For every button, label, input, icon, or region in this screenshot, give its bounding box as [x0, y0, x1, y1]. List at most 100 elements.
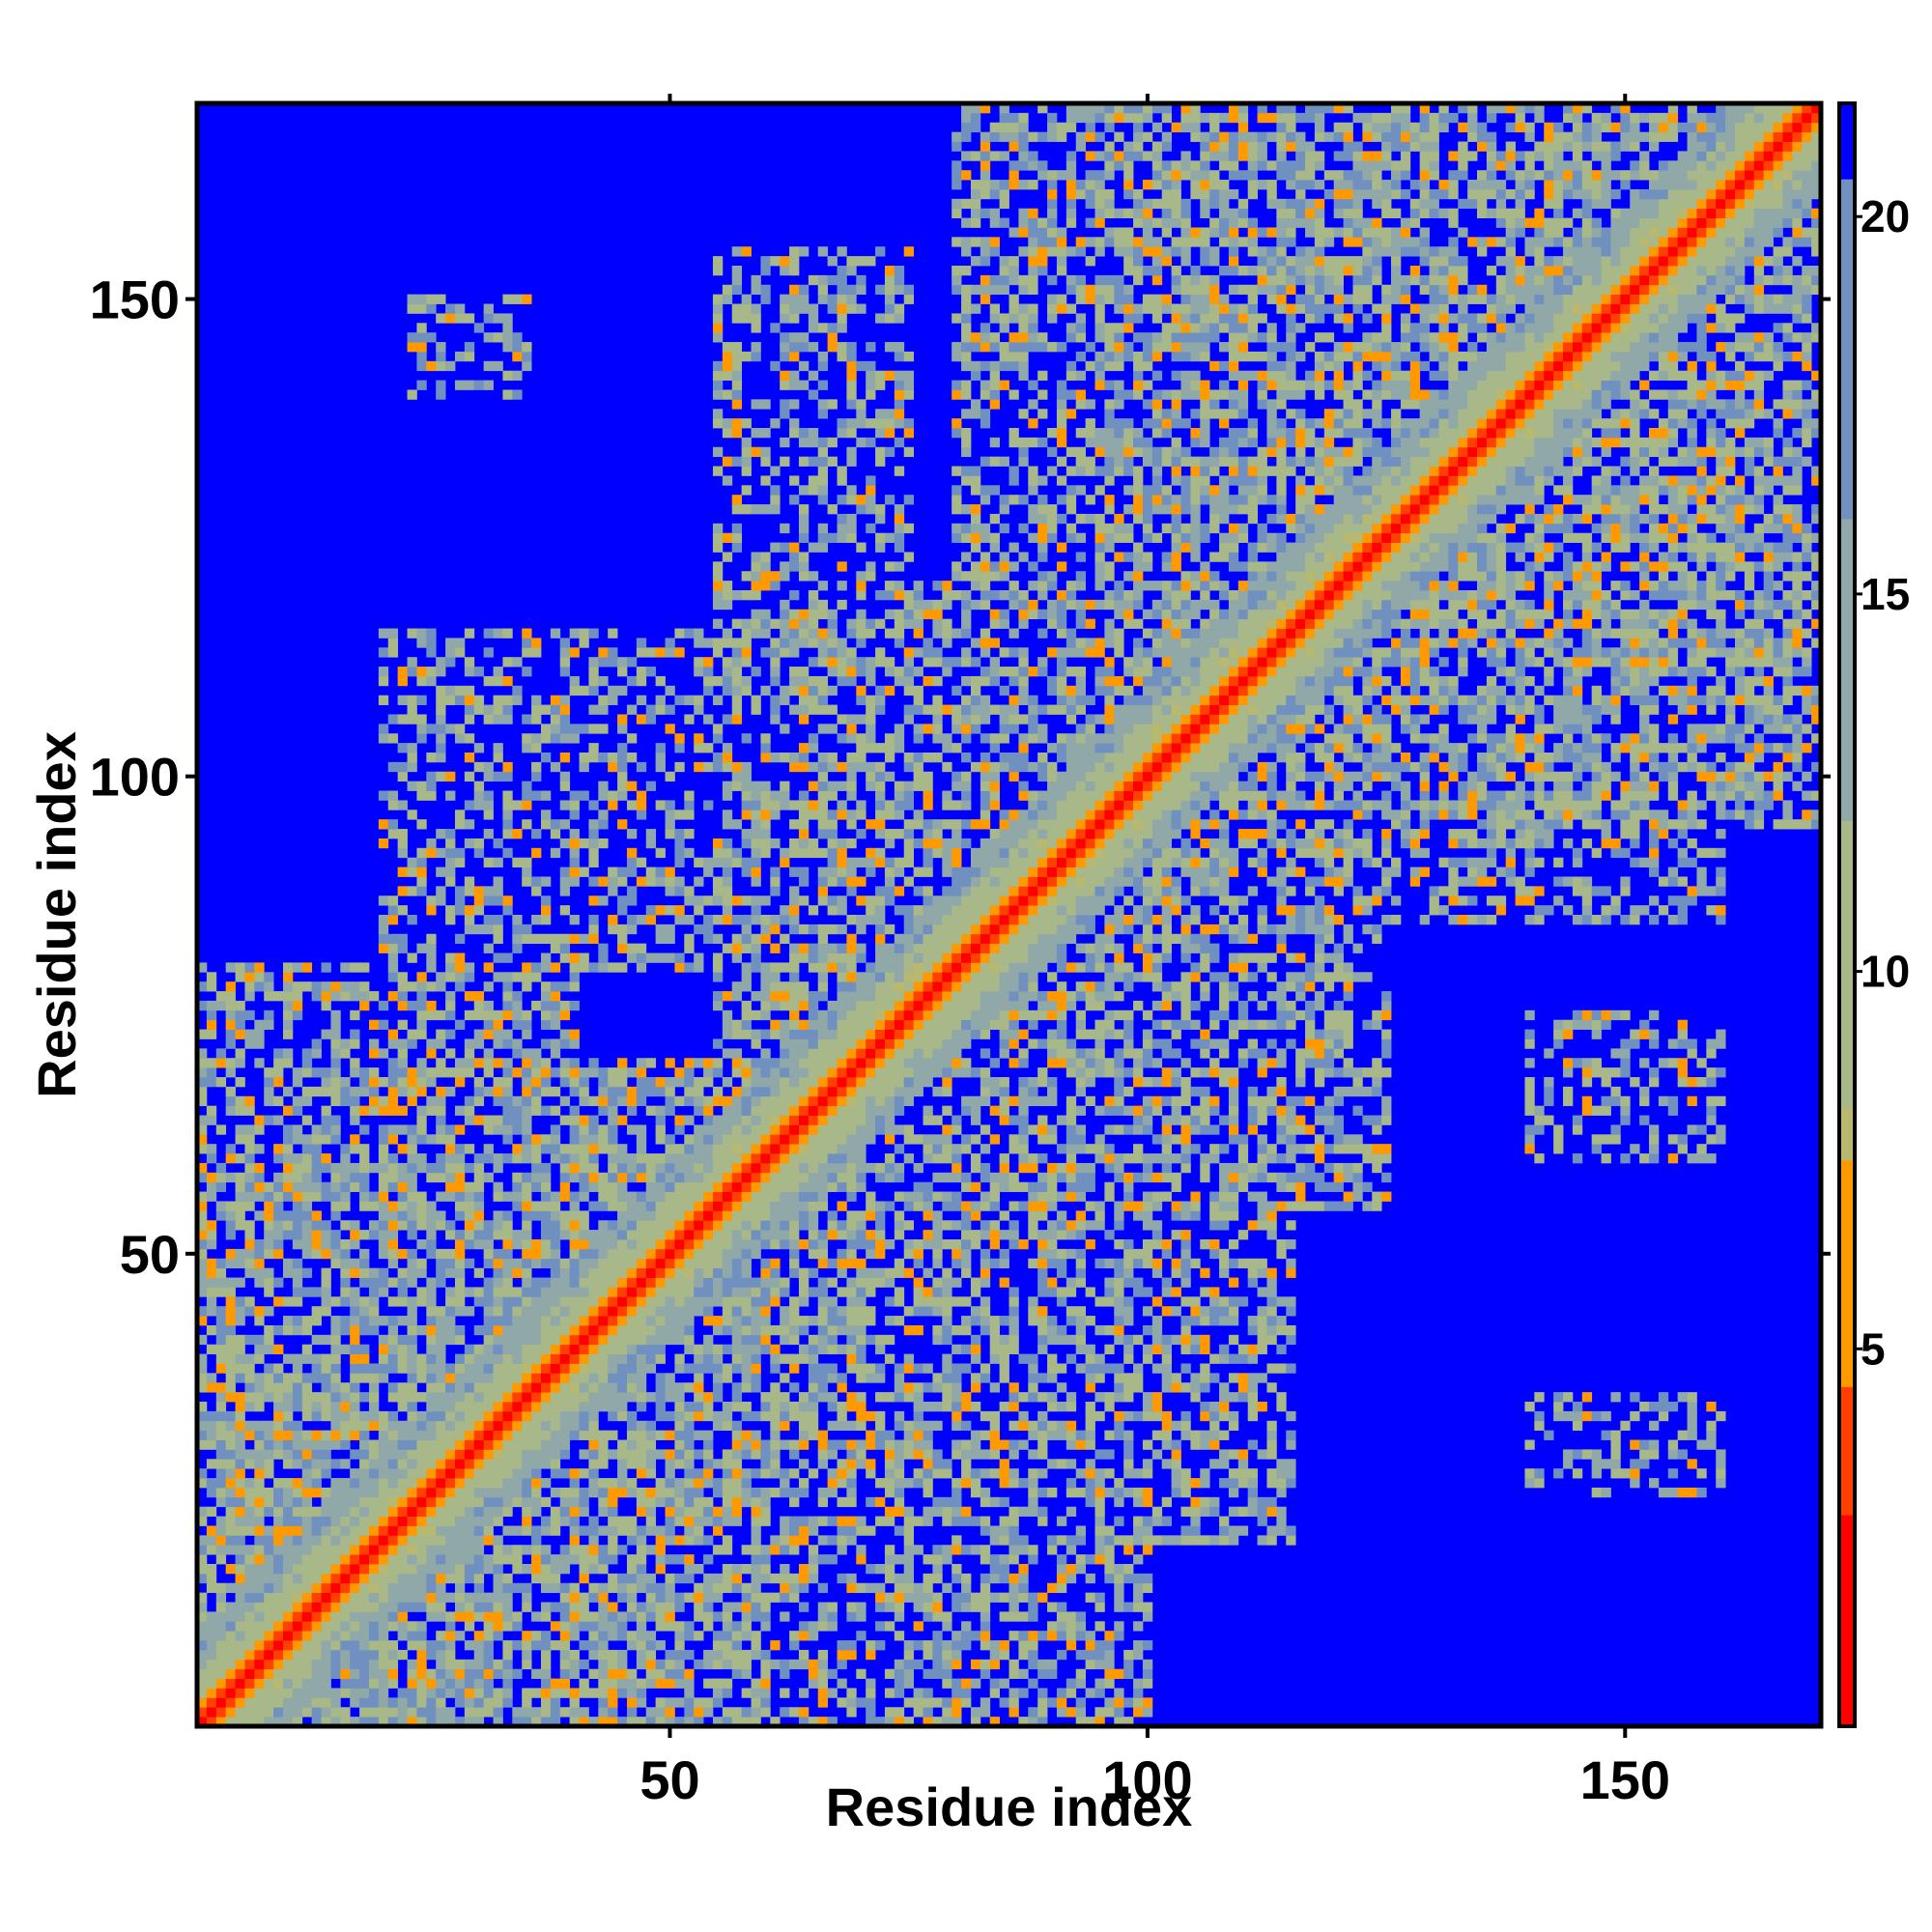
- heatmap-cell: [502, 342, 513, 353]
- heatmap-cell: [244, 1678, 255, 1689]
- heatmap-cell: [387, 1516, 399, 1526]
- heatmap-cell: [626, 1707, 638, 1718]
- heatmap-cell: [569, 1707, 580, 1718]
- heatmap-cell: [569, 1621, 580, 1632]
- heatmap-cell: [531, 1000, 542, 1011]
- heatmap-cell: [273, 1439, 284, 1450]
- heatmap-cell: [407, 743, 417, 753]
- heatmap-cell: [225, 1363, 236, 1374]
- heatmap-cell: [397, 695, 408, 705]
- heatmap-cell: [588, 685, 599, 696]
- heatmap-cell: [712, 933, 724, 945]
- heatmap-cell: [731, 495, 743, 505]
- heatmap-cell: [321, 1248, 331, 1260]
- heatmap-cell: [321, 1306, 331, 1317]
- heatmap-cell: [340, 1420, 351, 1432]
- heatmap-cell: [731, 1296, 743, 1307]
- heatmap-cell: [206, 1659, 217, 1670]
- heatmap-cell: [780, 1688, 790, 1698]
- heatmap-cell: [598, 1353, 609, 1364]
- heatmap-cell: [473, 1296, 485, 1307]
- heatmap-cell: [636, 695, 647, 705]
- heatmap-cell: [311, 991, 322, 1002]
- heatmap-cell: [789, 1496, 800, 1508]
- heatmap-cell: [789, 1201, 800, 1211]
- heatmap-cell: [273, 1048, 284, 1059]
- heatmap-cell: [206, 1344, 217, 1354]
- heatmap-cell: [674, 1191, 685, 1202]
- heatmap-cell: [674, 829, 685, 839]
- heatmap-cell: [731, 1248, 743, 1260]
- heatmap-cell: [387, 1707, 399, 1718]
- heatmap-cell: [703, 1210, 714, 1221]
- heatmap-cell: [197, 1134, 208, 1145]
- heatmap-cell: [645, 647, 657, 658]
- heatmap-cell: [493, 1506, 503, 1517]
- heatmap-cell: [731, 1459, 743, 1469]
- heatmap-cell: [712, 1239, 724, 1250]
- heatmap-cell: [674, 1277, 685, 1288]
- heatmap-cell: [722, 1621, 733, 1632]
- heatmap-cell: [397, 1172, 408, 1183]
- heatmap-cell: [454, 1496, 466, 1508]
- heatmap-cell: [502, 1468, 513, 1479]
- heatmap-cell: [731, 1392, 743, 1403]
- heatmap-cell: [588, 1296, 599, 1307]
- heatmap-cell: [359, 1420, 370, 1432]
- heatmap-cell: [655, 1258, 666, 1269]
- heatmap-cell: [436, 1124, 446, 1135]
- heatmap-cell: [789, 1545, 800, 1555]
- heatmap-cell: [550, 1392, 561, 1403]
- heatmap-cell: [264, 1248, 274, 1260]
- heatmap-cell: [760, 1153, 771, 1164]
- heatmap-cell: [712, 1210, 724, 1221]
- heatmap-cell: [340, 1688, 351, 1698]
- heatmap-cell: [378, 1144, 389, 1154]
- heatmap-cell: [665, 1478, 675, 1489]
- heatmap-cell: [789, 704, 800, 715]
- heatmap-cell: [282, 1592, 294, 1603]
- heatmap-cell: [751, 1067, 761, 1078]
- heatmap-cell: [473, 1115, 485, 1125]
- heatmap-cell: [235, 1201, 245, 1211]
- heatmap-cell: [722, 552, 733, 562]
- heatmap-cell: [235, 1420, 245, 1432]
- heatmap-cell: [694, 1468, 704, 1479]
- heatmap-cell: [569, 829, 580, 839]
- heatmap-cell: [436, 972, 446, 982]
- heatmap-cell: [235, 1316, 245, 1326]
- heatmap-cell: [368, 1267, 380, 1278]
- heatmap-cell: [407, 1420, 417, 1432]
- heatmap-cell: [751, 1373, 761, 1383]
- heatmap-cell: [559, 714, 571, 724]
- heatmap-cell: [197, 1048, 208, 1059]
- heatmap-cell: [741, 800, 752, 810]
- heatmap-cell: [416, 981, 427, 992]
- heatmap-cell: [808, 1573, 819, 1584]
- heatmap-cell: [559, 1468, 571, 1479]
- heatmap-cell: [665, 1296, 675, 1307]
- heatmap-cell: [770, 360, 781, 372]
- heatmap-cell: [626, 781, 638, 791]
- heatmap-cell: [426, 1420, 437, 1432]
- heatmap-cell: [789, 256, 800, 267]
- heatmap-cell: [722, 1210, 733, 1221]
- heatmap-cell: [264, 1525, 274, 1536]
- heatmap-cell: [531, 1554, 542, 1565]
- heatmap-cell: [608, 1144, 618, 1154]
- heatmap-cell: [531, 1296, 542, 1307]
- heatmap-cell: [387, 1334, 399, 1346]
- heatmap-cell: [244, 1496, 255, 1508]
- heatmap-cell: [789, 380, 800, 390]
- heatmap-cell: [273, 1402, 284, 1412]
- heatmap-cell: [703, 1439, 714, 1450]
- heatmap-cell: [789, 1134, 800, 1145]
- heatmap-cell: [569, 1144, 580, 1154]
- heatmap-cell: [235, 1506, 245, 1517]
- heatmap-cell: [273, 1373, 284, 1383]
- heatmap-cell: [712, 1640, 724, 1651]
- heatmap-cell: [273, 1077, 284, 1088]
- heatmap-cell: [426, 1248, 437, 1260]
- heatmap-cell: [292, 1373, 303, 1383]
- heatmap-cell: [254, 1611, 265, 1622]
